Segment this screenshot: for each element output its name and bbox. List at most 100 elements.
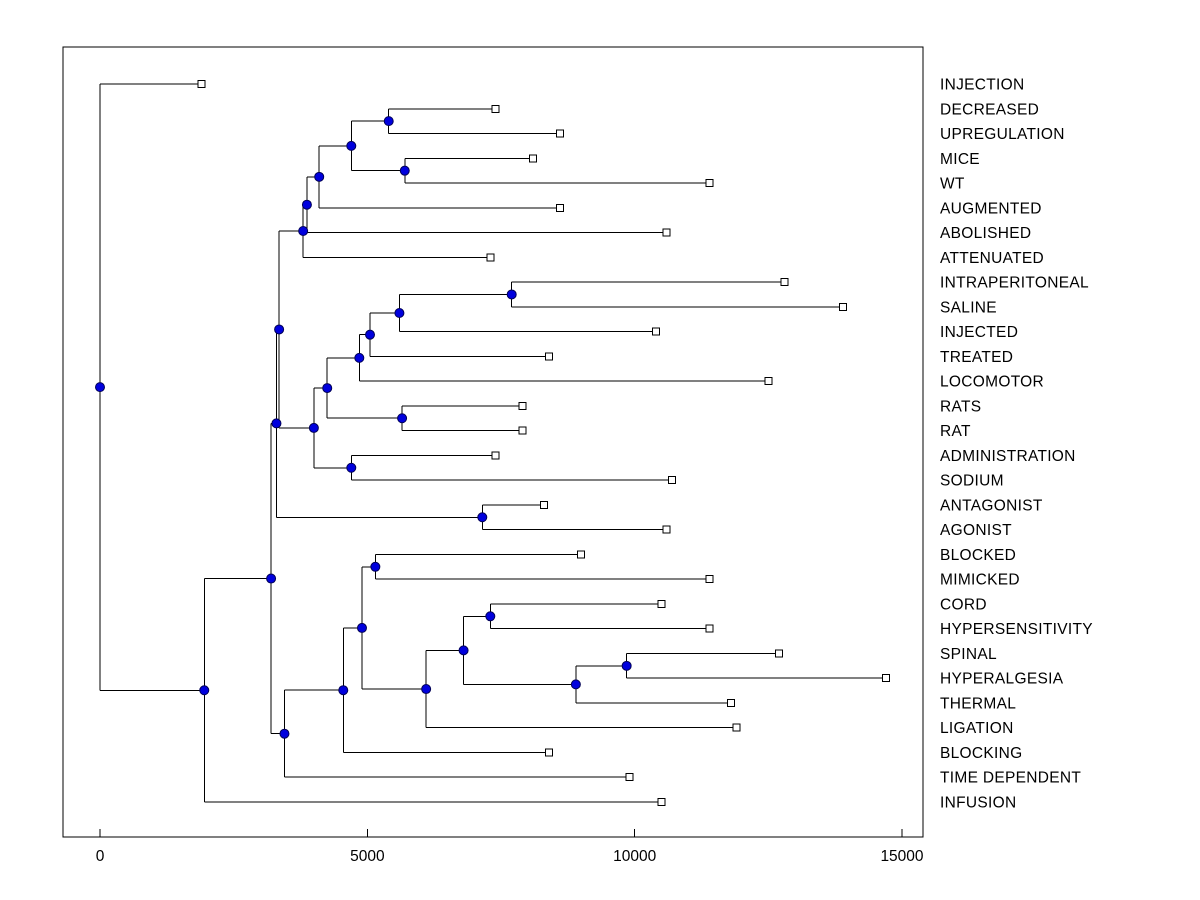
leaf-label[interactable]: RAT	[940, 423, 971, 440]
leaf-node-marker[interactable]	[545, 352, 554, 361]
leaf-label[interactable]: INTRAPERITONEAL	[940, 275, 1089, 292]
x-axis-group: 0 5000 10000 15000	[96, 829, 924, 865]
leaf-node-marker[interactable]	[657, 798, 666, 806]
leaf-label[interactable]: SODIUM	[940, 473, 1004, 490]
internal-node-marker[interactable]	[274, 324, 285, 335]
leaf-node-marker[interactable]	[726, 698, 735, 707]
internal-node-marker[interactable]	[485, 611, 496, 622]
internal-node-marker[interactable]	[477, 512, 488, 523]
internal-node-marker[interactable]	[397, 413, 408, 424]
leaf-label[interactable]: BLOCKING	[940, 745, 1023, 762]
leaf-node-marker[interactable]	[839, 302, 848, 311]
leaf-label[interactable]: MICE	[940, 151, 980, 168]
leaf-node-marker[interactable]	[732, 723, 741, 732]
internal-node-marker[interactable]	[394, 308, 405, 319]
leaf-node-marker[interactable]	[197, 80, 206, 88]
internal-node-marker[interactable]	[199, 685, 210, 696]
leaf-label[interactable]: TREATED	[940, 349, 1013, 366]
internal-node-marker[interactable]	[279, 728, 290, 739]
leaf-node-marker[interactable]	[529, 154, 538, 163]
internal-node-marker[interactable]	[570, 679, 581, 690]
leaf-node-marker[interactable]	[662, 228, 671, 237]
internal-node-marker[interactable]	[266, 573, 277, 584]
internal-node-marker[interactable]	[271, 418, 282, 429]
leaf-labels-group: INJECTION DECREASED UPREGULATION MICE WT AUGM…	[940, 77, 1093, 812]
leaf-label[interactable]: TIME DEPENDENT	[940, 770, 1081, 787]
internal-node-marker[interactable]	[356, 622, 367, 633]
internal-node-marker[interactable]	[399, 165, 410, 176]
leaf-label[interactable]: INJECTED	[940, 324, 1018, 341]
internal-node-marker[interactable]	[354, 352, 365, 363]
leaf-node-marker[interactable]	[780, 278, 789, 287]
leaf-node-marker[interactable]	[555, 129, 564, 138]
leaf-label[interactable]: WT	[940, 176, 965, 193]
internal-node-marker[interactable]	[383, 116, 394, 127]
leaf-label[interactable]: BLOCKED	[940, 547, 1016, 564]
leaf-node-marker[interactable]	[518, 401, 527, 410]
leaf-label[interactable]: INJECTION	[940, 77, 1025, 94]
internal-node-marker[interactable]	[298, 226, 309, 237]
internal-node-marker[interactable]	[346, 140, 357, 151]
leaf-node-marker[interactable]	[705, 624, 714, 633]
leaf-label[interactable]: THERMAL	[940, 695, 1016, 712]
leaf-label[interactable]: UPREGULATION	[940, 126, 1065, 143]
leaf-node-marker[interactable]	[555, 203, 564, 212]
leaf-node-marker[interactable]	[625, 773, 634, 782]
node-markers-group	[95, 80, 890, 806]
x-axis-tick-label: 10000	[613, 848, 656, 865]
leaf-node-marker[interactable]	[577, 550, 586, 559]
leaf-label[interactable]: ADMINISTRATION	[940, 448, 1076, 465]
leaf-label[interactable]: LIGATION	[940, 720, 1014, 737]
leaf-label[interactable]: HYPERALGESIA	[940, 671, 1064, 688]
leaf-node-marker[interactable]	[705, 179, 714, 188]
internal-node-marker[interactable]	[322, 383, 333, 394]
internal-node-marker[interactable]	[346, 462, 357, 473]
leaf-node-marker[interactable]	[705, 575, 714, 584]
leaf-node-marker[interactable]	[652, 327, 661, 336]
leaf-label[interactable]: SALINE	[940, 299, 997, 316]
internal-node-marker[interactable]	[370, 561, 381, 572]
leaf-node-marker[interactable]	[662, 525, 671, 534]
x-axis-tick-label: 15000	[880, 848, 923, 865]
internal-node-marker[interactable]	[308, 422, 319, 433]
internal-node-marker[interactable]	[365, 329, 376, 340]
leaf-label[interactable]: RATS	[940, 398, 981, 415]
x-axis-tick-label: 0	[96, 848, 105, 865]
leaf-label[interactable]: AUGMENTED	[940, 200, 1042, 217]
leaf-label[interactable]: ANTAGONIST	[940, 497, 1043, 514]
leaf-label[interactable]: SPINAL	[940, 646, 997, 663]
leaf-node-marker[interactable]	[657, 599, 666, 608]
leaf-node-marker[interactable]	[775, 649, 784, 658]
leaf-node-marker[interactable]	[764, 377, 773, 386]
leaf-node-marker[interactable]	[486, 253, 495, 262]
leaf-label[interactable]: HYPERSENSITIVITY	[940, 621, 1093, 638]
leaf-label[interactable]: ABOLISHED	[940, 225, 1031, 242]
internal-node-marker[interactable]	[95, 382, 105, 393]
internal-node-marker[interactable]	[458, 645, 469, 656]
internal-node-marker[interactable]	[621, 660, 632, 671]
internal-node-marker[interactable]	[506, 289, 517, 300]
leaf-node-marker[interactable]	[881, 674, 890, 683]
leaf-label[interactable]: LOCOMOTOR	[940, 374, 1044, 391]
x-axis-tick-label: 5000	[350, 848, 385, 865]
leaf-label[interactable]: DECREASED	[940, 101, 1039, 118]
leaf-node-marker[interactable]	[518, 426, 527, 435]
leaf-node-marker[interactable]	[545, 748, 554, 757]
internal-node-marker[interactable]	[314, 171, 325, 182]
leaf-node-marker[interactable]	[491, 104, 500, 113]
leaf-node-marker[interactable]	[491, 451, 500, 460]
leaf-label[interactable]: ATTENUATED	[940, 250, 1044, 267]
leaf-label[interactable]: MIMICKED	[940, 572, 1020, 589]
leaf-node-marker[interactable]	[668, 476, 677, 485]
internal-node-marker[interactable]	[338, 685, 349, 696]
leaf-label[interactable]: INFUSION	[940, 795, 1016, 812]
internal-node-marker[interactable]	[301, 199, 312, 210]
leaf-label[interactable]: CORD	[940, 596, 987, 613]
leaf-label[interactable]: AGONIST	[940, 522, 1012, 539]
internal-node-marker[interactable]	[421, 684, 432, 695]
leaf-node-marker[interactable]	[539, 500, 548, 509]
